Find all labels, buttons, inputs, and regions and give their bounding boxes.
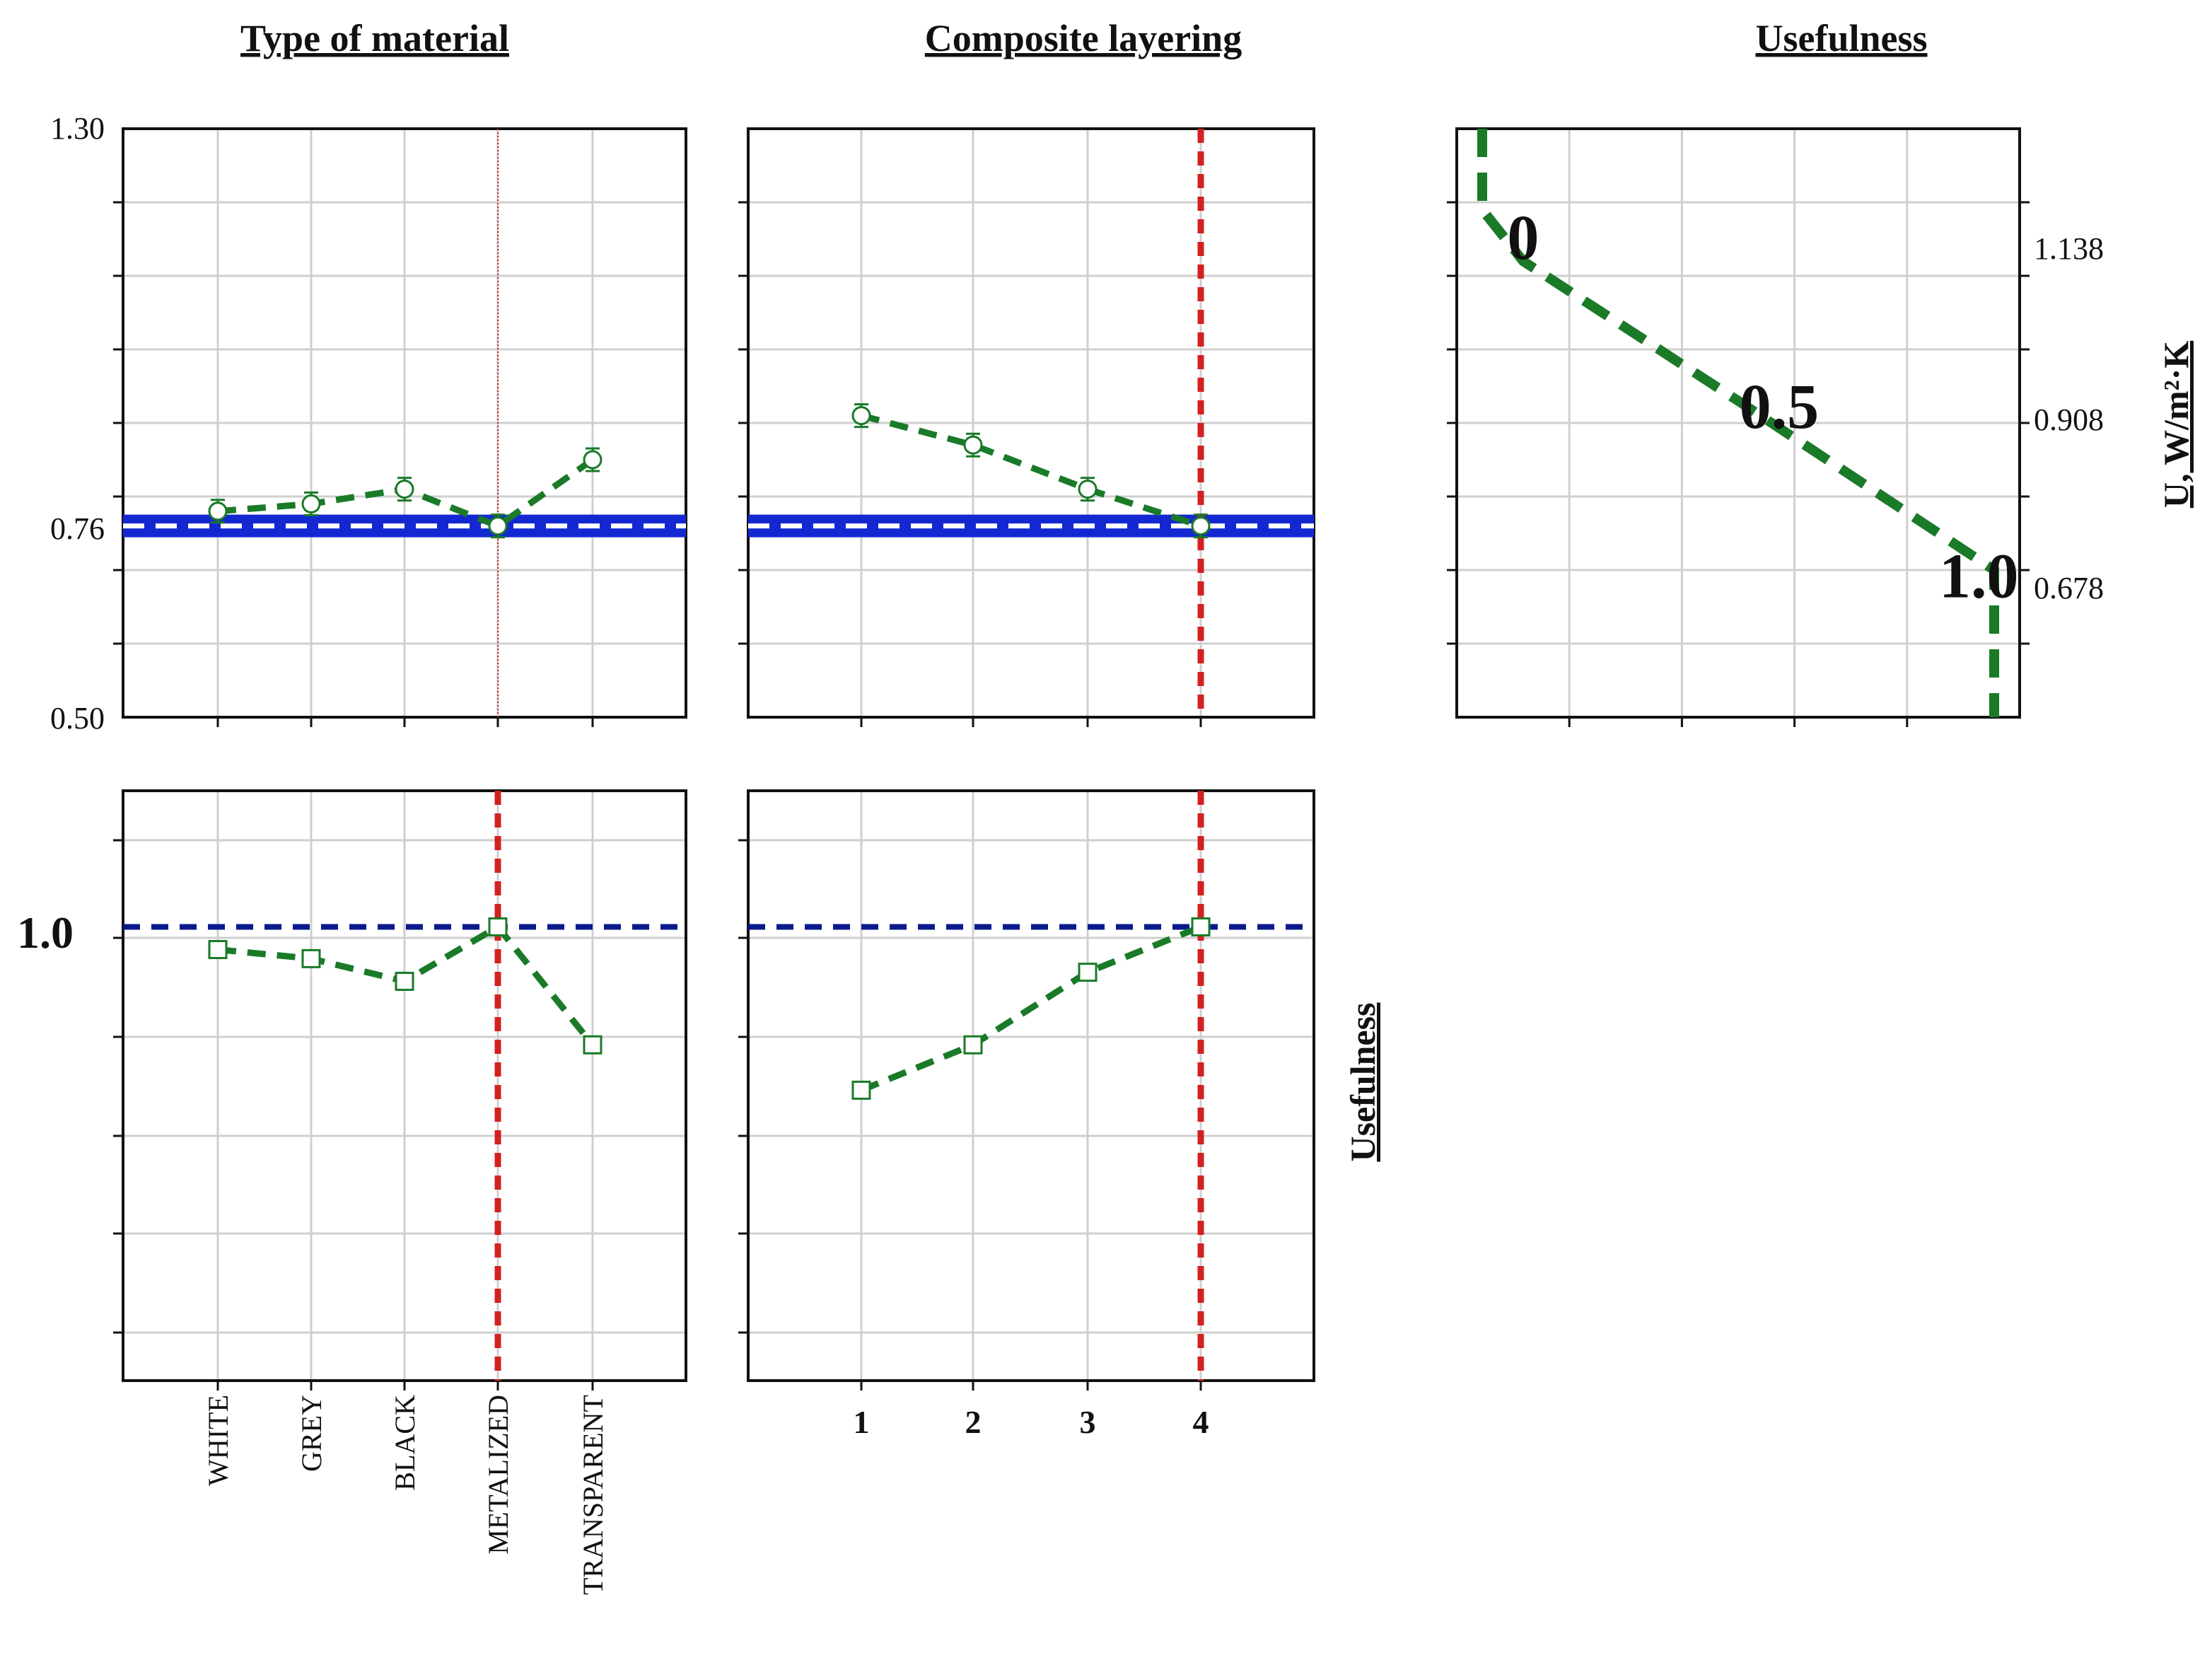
- tmb-point-4: [583, 1035, 603, 1055]
- cl-frame: [747, 127, 1315, 719]
- tmb-point-3: [488, 917, 508, 936]
- x-category-material-1: GREY: [296, 1395, 327, 1472]
- usefulness-tick-1: 1.0: [17, 907, 74, 958]
- panel-usefulness-vs-material: [113, 789, 687, 1391]
- clb-series-line: [860, 924, 1202, 1093]
- panel-usefulness-vs-layering: [738, 789, 1315, 1391]
- cl-series-line: [860, 412, 1202, 529]
- us-contour-label-0: 0: [1507, 203, 1539, 273]
- tmb-frame: [122, 789, 687, 1382]
- x-category-layering-3: 4: [1193, 1404, 1209, 1440]
- tm-point-3: [488, 516, 508, 536]
- title-usefulness: Usefulness: [1755, 17, 1927, 59]
- cl-point-1: [963, 435, 983, 455]
- us-profile-line: [1477, 129, 1999, 717]
- clb-point-3: [1191, 917, 1211, 936]
- panel-u-vs-material: [113, 127, 687, 727]
- x-category-layering-0: 1: [854, 1404, 870, 1440]
- x-category-material-0: WHITE: [202, 1395, 234, 1486]
- cl-point-2: [1078, 480, 1098, 499]
- tm-point-2: [395, 480, 414, 499]
- us-contour-label-1: 0.5: [1740, 372, 1820, 442]
- clb-frame: [747, 789, 1315, 1382]
- clb-point-2: [1078, 963, 1098, 982]
- title-type-of-material: Type of material: [240, 17, 509, 59]
- y-tick-bottom: 0.50: [50, 701, 105, 736]
- tm-point-1: [301, 494, 321, 513]
- y-tick-top: 1.30: [50, 111, 105, 146]
- clb-point-1: [963, 1035, 983, 1055]
- cl-point-3: [1191, 516, 1211, 536]
- u-tick-0908: 0.908: [2034, 402, 2104, 437]
- clb-point-0: [851, 1080, 871, 1100]
- tm-frame: [122, 127, 687, 719]
- x-category-material-3: METALIZED: [482, 1395, 514, 1555]
- tmb-point-0: [208, 940, 228, 960]
- x-category-material-4: TRANSPARENT: [577, 1395, 609, 1595]
- usefulness-axis-label: Usefulness: [1343, 1002, 1382, 1161]
- us-contour-label-2: 1.0: [1939, 541, 2019, 611]
- u-tick-0678: 0.678: [2034, 571, 2104, 605]
- x-category-material-2: BLACK: [389, 1395, 421, 1491]
- panel-u-vs-layering: [738, 127, 1315, 727]
- x-category-layering-2: 3: [1080, 1404, 1096, 1440]
- tm-point-0: [208, 501, 228, 521]
- title-composite-layering: Composite layering: [925, 17, 1242, 59]
- u-axis-label: U, W/m²·K: [2156, 341, 2196, 508]
- u-tick-1138: 1.138: [2034, 231, 2104, 266]
- tmb-point-1: [301, 948, 321, 968]
- x-category-layering-1: 2: [965, 1404, 982, 1440]
- cl-point-0: [851, 406, 871, 426]
- tm-point-4: [583, 450, 603, 470]
- y-tick-target: 0.76: [50, 511, 105, 546]
- tmb-point-2: [395, 971, 414, 991]
- panel-usefulness-profile: 0 0.5 1.0: [1447, 127, 2030, 727]
